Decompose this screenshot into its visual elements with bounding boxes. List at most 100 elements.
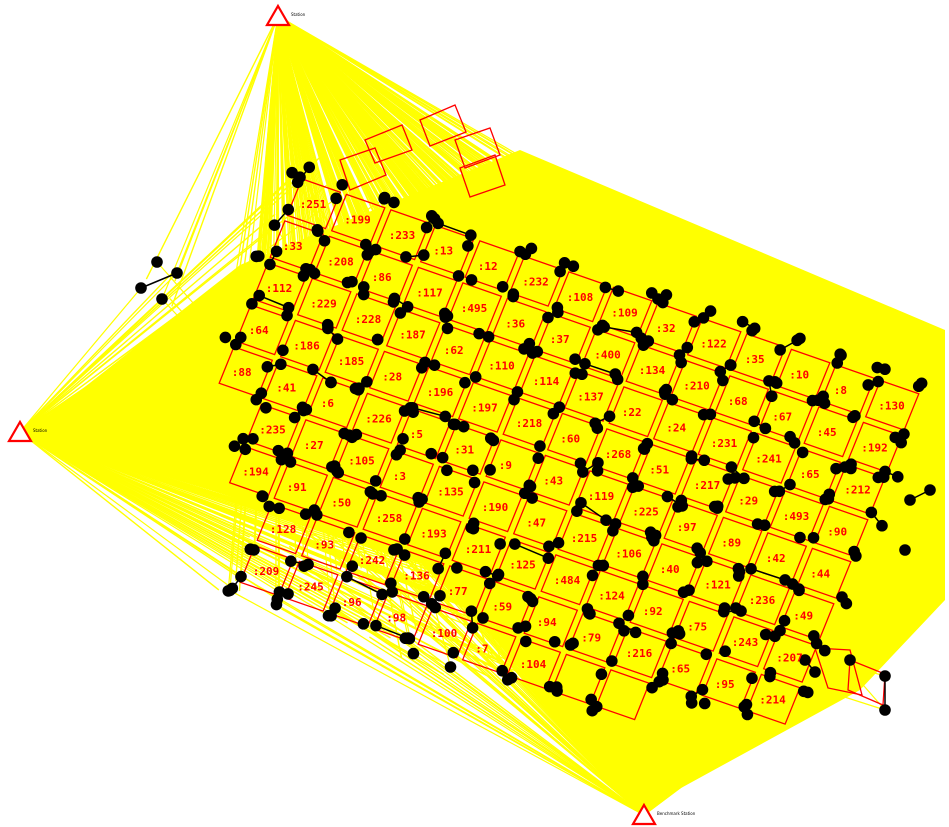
parcel-label: :75 [687, 620, 707, 633]
survey-point-icon [465, 274, 478, 286]
parcel-label: :112 [266, 282, 293, 295]
parcel-boundary [563, 370, 619, 422]
parcel-label: :90 [827, 525, 847, 538]
survey-ray [19, 431, 233, 589]
parcel-label: :10 [789, 368, 809, 381]
parcel-label: :484 [554, 574, 581, 587]
survey-point-icon [487, 434, 500, 447]
survey-point-icon [697, 408, 710, 421]
survey-point-icon [648, 534, 660, 547]
survey-point-icon [547, 407, 560, 420]
parcel-label: :106 [615, 547, 642, 560]
survey-point-icon [260, 401, 272, 414]
survey-point-icon [509, 538, 521, 550]
survey-point-icon [349, 382, 362, 395]
survey-ray [328, 615, 645, 816]
triangle-station-icon[interactable] [7, 419, 33, 443]
survey-ray [19, 272, 174, 433]
parcel-label: :41 [276, 381, 296, 394]
survey-ray [161, 15, 279, 300]
triangle-station-icon[interactable] [631, 802, 657, 826]
parcel-boundary [796, 547, 852, 599]
survey-point-icon [263, 500, 275, 513]
survey-point-icon [397, 433, 409, 445]
parcel-boundary [351, 392, 407, 444]
parcel-boundary [495, 538, 551, 590]
parcel-label: :12 [478, 260, 498, 273]
parcel-boundary [523, 596, 579, 648]
survey-point-icon [282, 203, 295, 216]
parcel-label: :65 [670, 662, 690, 675]
survey-point-icon [496, 280, 509, 293]
survey-point-icon [247, 432, 259, 445]
survey-point-icon [244, 543, 257, 556]
parcel-label: :96 [342, 596, 362, 609]
survey-point-icon [171, 267, 183, 279]
survey-point-icon [899, 544, 911, 556]
survey-point-icon [609, 518, 622, 530]
parcel-label: :228 [355, 313, 382, 326]
survey-point-icon [419, 356, 431, 369]
survey-point-icon [574, 457, 587, 470]
parcel-label: :232 [522, 275, 549, 288]
parcel-label: :67 [772, 410, 792, 423]
parcel-label: :217 [694, 479, 721, 492]
survey-point-icon [355, 532, 367, 544]
survey-point-icon [889, 431, 902, 444]
survey-point-icon [924, 484, 936, 496]
parcel-label: :40 [660, 563, 680, 576]
station-label: Station [33, 428, 48, 433]
survey-point-icon [597, 559, 610, 572]
survey-ray [229, 589, 645, 816]
parcel-boundary [741, 432, 797, 484]
survey-point-icon [848, 545, 860, 558]
parcel-boundary [419, 104, 467, 147]
station-label: Benchmark Station [657, 811, 696, 816]
survey-point-icon [268, 219, 281, 231]
survey-point-icon [350, 428, 363, 441]
survey-point-icon [840, 597, 853, 610]
triangle-station-icon[interactable] [265, 3, 291, 27]
survey-point-icon [700, 648, 713, 661]
survey-point-icon [685, 452, 698, 465]
parcel-boundary [345, 534, 401, 586]
survey-point-icon [341, 276, 354, 289]
parcel-label: :33 [283, 240, 303, 253]
survey-point-icon [398, 533, 411, 545]
survey-point-icon [371, 333, 384, 346]
survey-point-icon [879, 670, 891, 682]
survey-point-icon [482, 331, 495, 343]
survey-point-icon [637, 578, 649, 591]
parcel-label: :136 [403, 569, 430, 582]
survey-point-icon [612, 285, 625, 297]
parcel-label: :216 [626, 647, 653, 660]
survey-ray [19, 431, 373, 634]
parcel-boundary [364, 124, 413, 164]
survey-point-icon [237, 432, 249, 445]
survey-point-icon [898, 428, 910, 440]
survey-point-icon [467, 464, 479, 477]
survey-point-icon [725, 461, 738, 473]
survey-point-icon [839, 461, 851, 473]
survey-ray [19, 431, 220, 591]
parcel-label: :128 [270, 523, 297, 536]
survey-ray [288, 545, 645, 816]
survey-point-icon [465, 605, 478, 617]
survey-point-icon [704, 305, 717, 317]
parcel-label: :43 [543, 474, 563, 487]
survey-point-icon [491, 570, 504, 582]
survey-point-icon [554, 265, 566, 278]
survey-ray [277, 15, 320, 258]
survey-point-icon [473, 327, 485, 340]
survey-point-icon [496, 664, 509, 677]
survey-point-icon [357, 618, 370, 630]
survey-point-icon [135, 282, 147, 294]
survey-point-icon [759, 628, 772, 641]
survey-point-icon [253, 250, 265, 262]
parcel-label: :98 [386, 611, 406, 624]
parcel-label: :32 [656, 322, 676, 335]
survey-point-icon [589, 417, 601, 430]
survey-point-icon [447, 646, 460, 659]
parcel-label: :231 [711, 437, 738, 450]
